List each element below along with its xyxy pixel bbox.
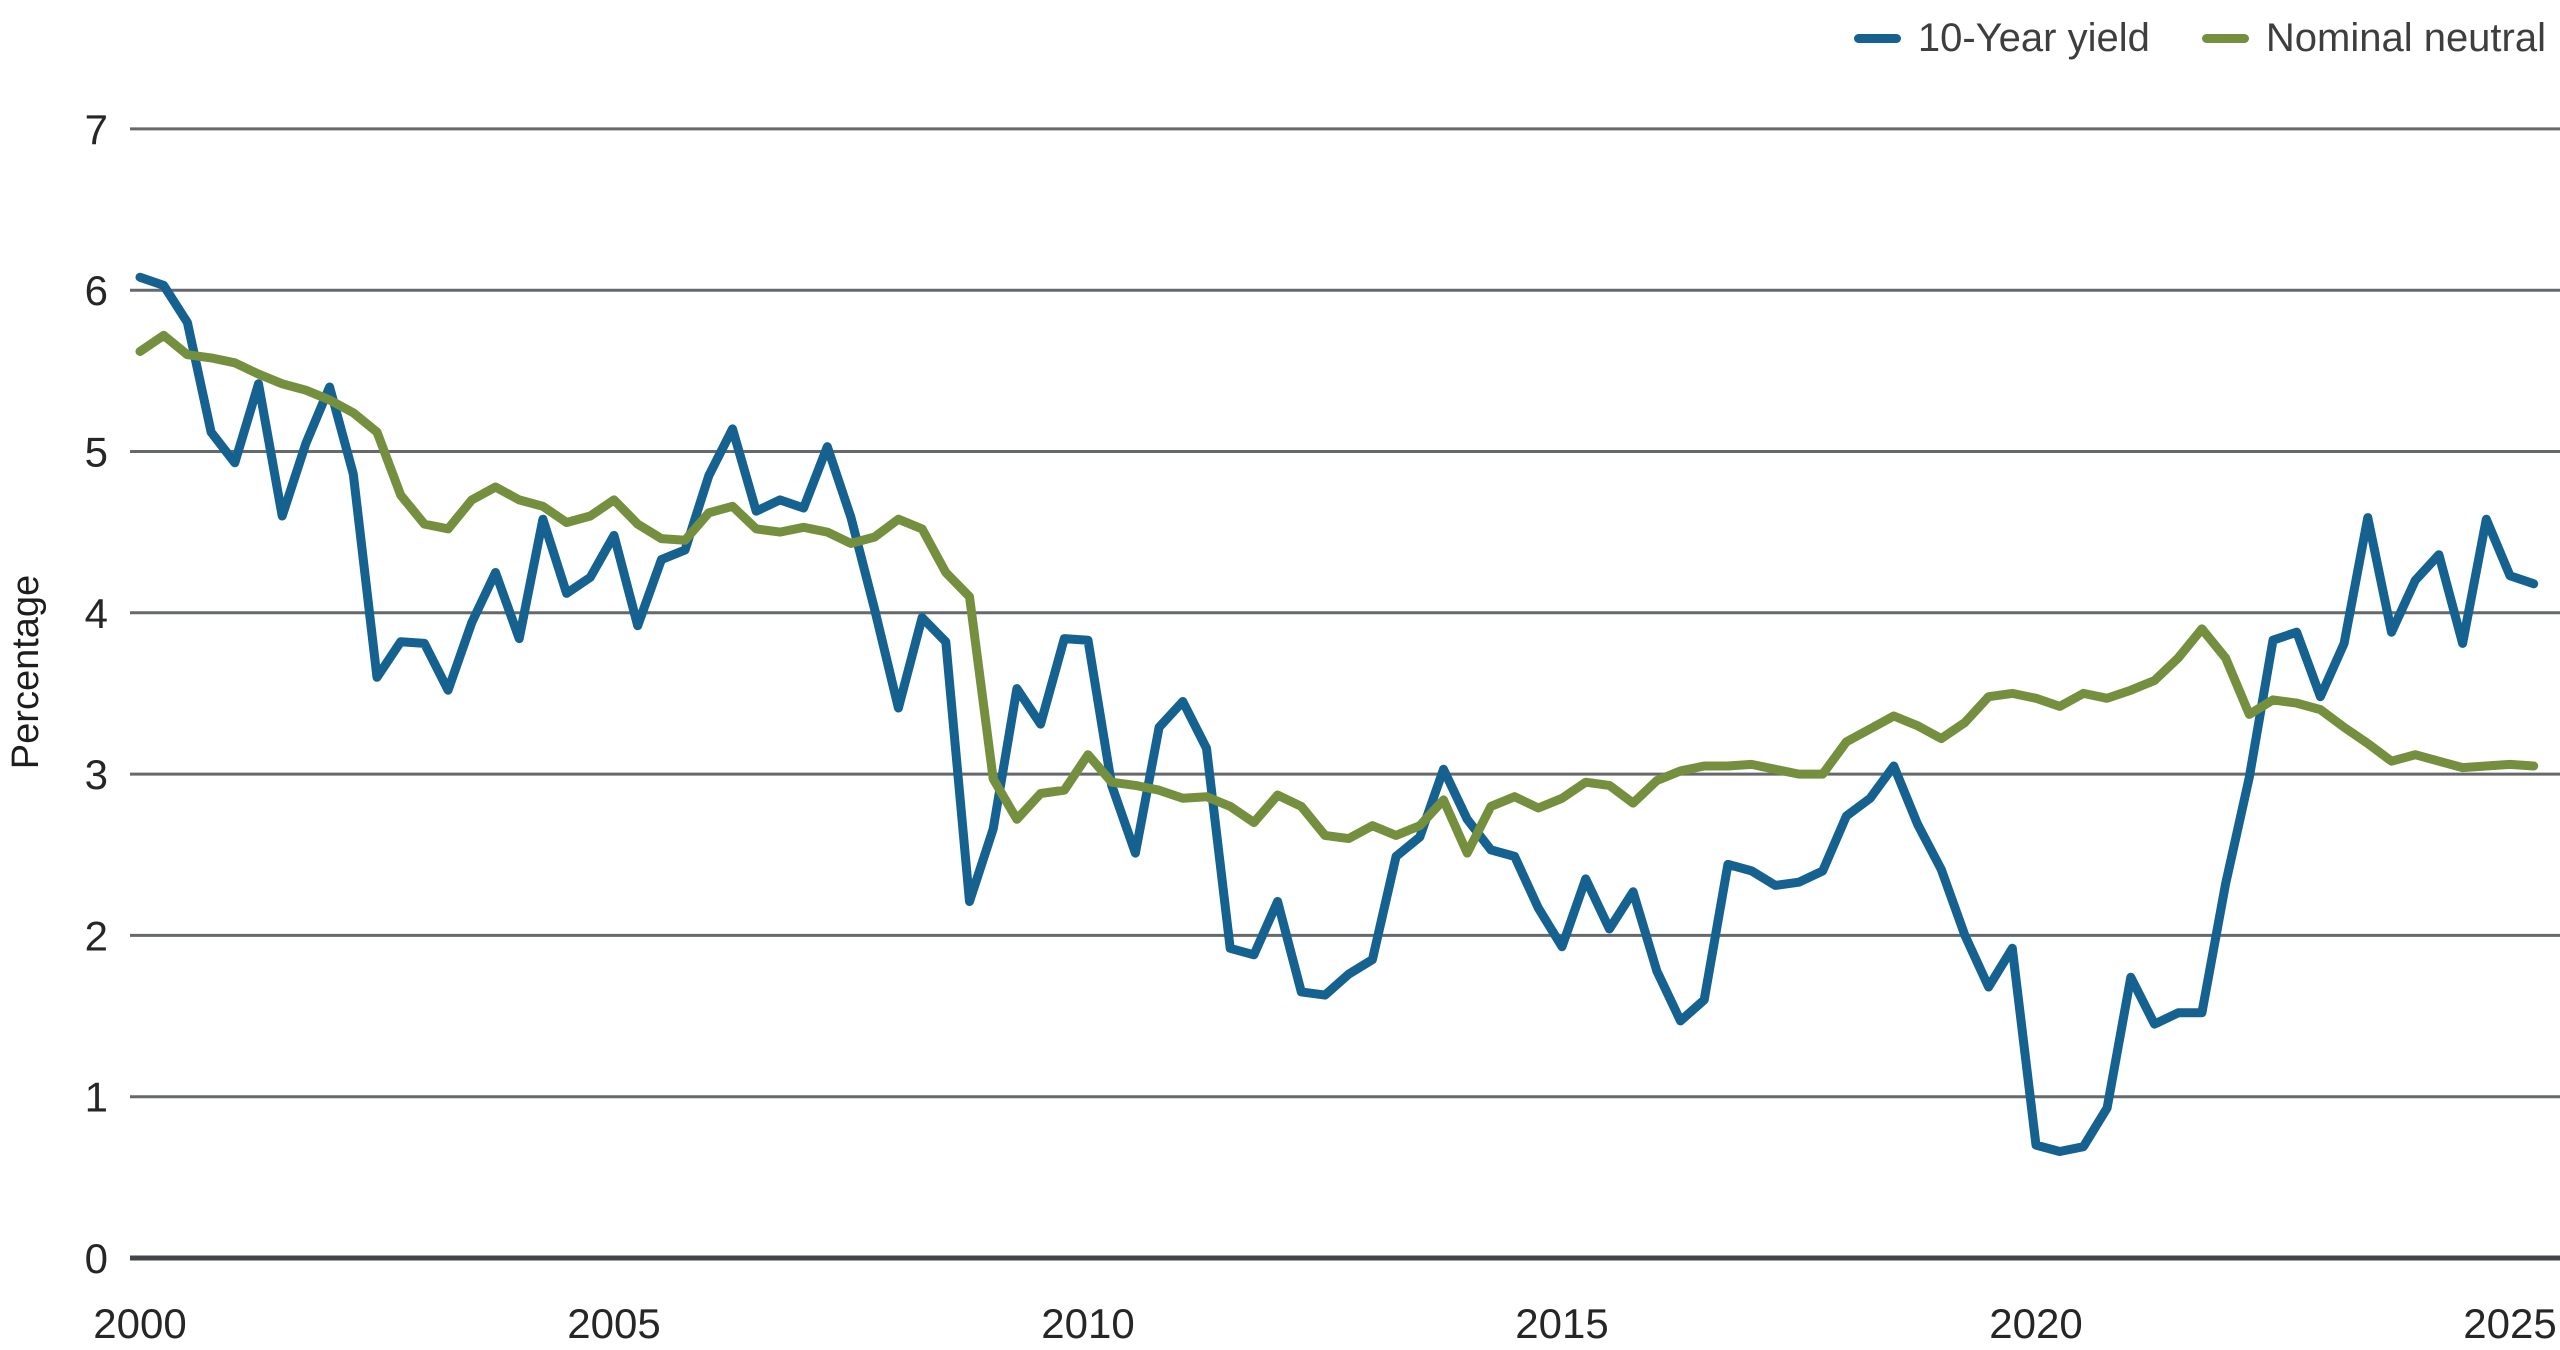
y-tick-7: 7: [85, 106, 108, 153]
legend: 10-Year yield Nominal neutral: [1853, 16, 2546, 61]
legend-label-nominal-neutral: Nominal neutral: [2265, 16, 2546, 60]
series-line-nominal-neutral: [135, 330, 2539, 858]
x-tick-2005: 2005: [567, 1300, 660, 1347]
legend-label-10-year-yield: 10-Year yield: [1917, 16, 2150, 60]
y-axis-title: Percentage: [5, 575, 47, 769]
legend-item-nominal-neutral: Nominal neutral: [2201, 16, 2546, 61]
y-tick-2: 2: [85, 912, 108, 959]
x-tick-2025: 2025: [2463, 1300, 2556, 1347]
y-tick-5: 5: [85, 429, 108, 476]
x-tick-2015: 2015: [1515, 1300, 1608, 1347]
legend-swatch-nominal-neutral: [2201, 34, 2249, 43]
y-tick-3: 3: [85, 751, 108, 798]
x-tick-2010: 2010: [1041, 1300, 1134, 1347]
x-tick-2020: 2020: [1989, 1300, 2082, 1347]
y-tick-0: 0: [85, 1235, 108, 1282]
y-tick-6: 6: [85, 267, 108, 314]
x-tick-2000: 2000: [93, 1300, 186, 1347]
legend-item-10-year-yield: 10-Year yield: [1853, 16, 2150, 61]
y-tick-4: 4: [85, 590, 108, 637]
y-tick-1: 1: [85, 1074, 108, 1121]
legend-swatch-10-year-yield: [1853, 34, 1901, 43]
series-line-10-year-yield: [135, 272, 2539, 1156]
